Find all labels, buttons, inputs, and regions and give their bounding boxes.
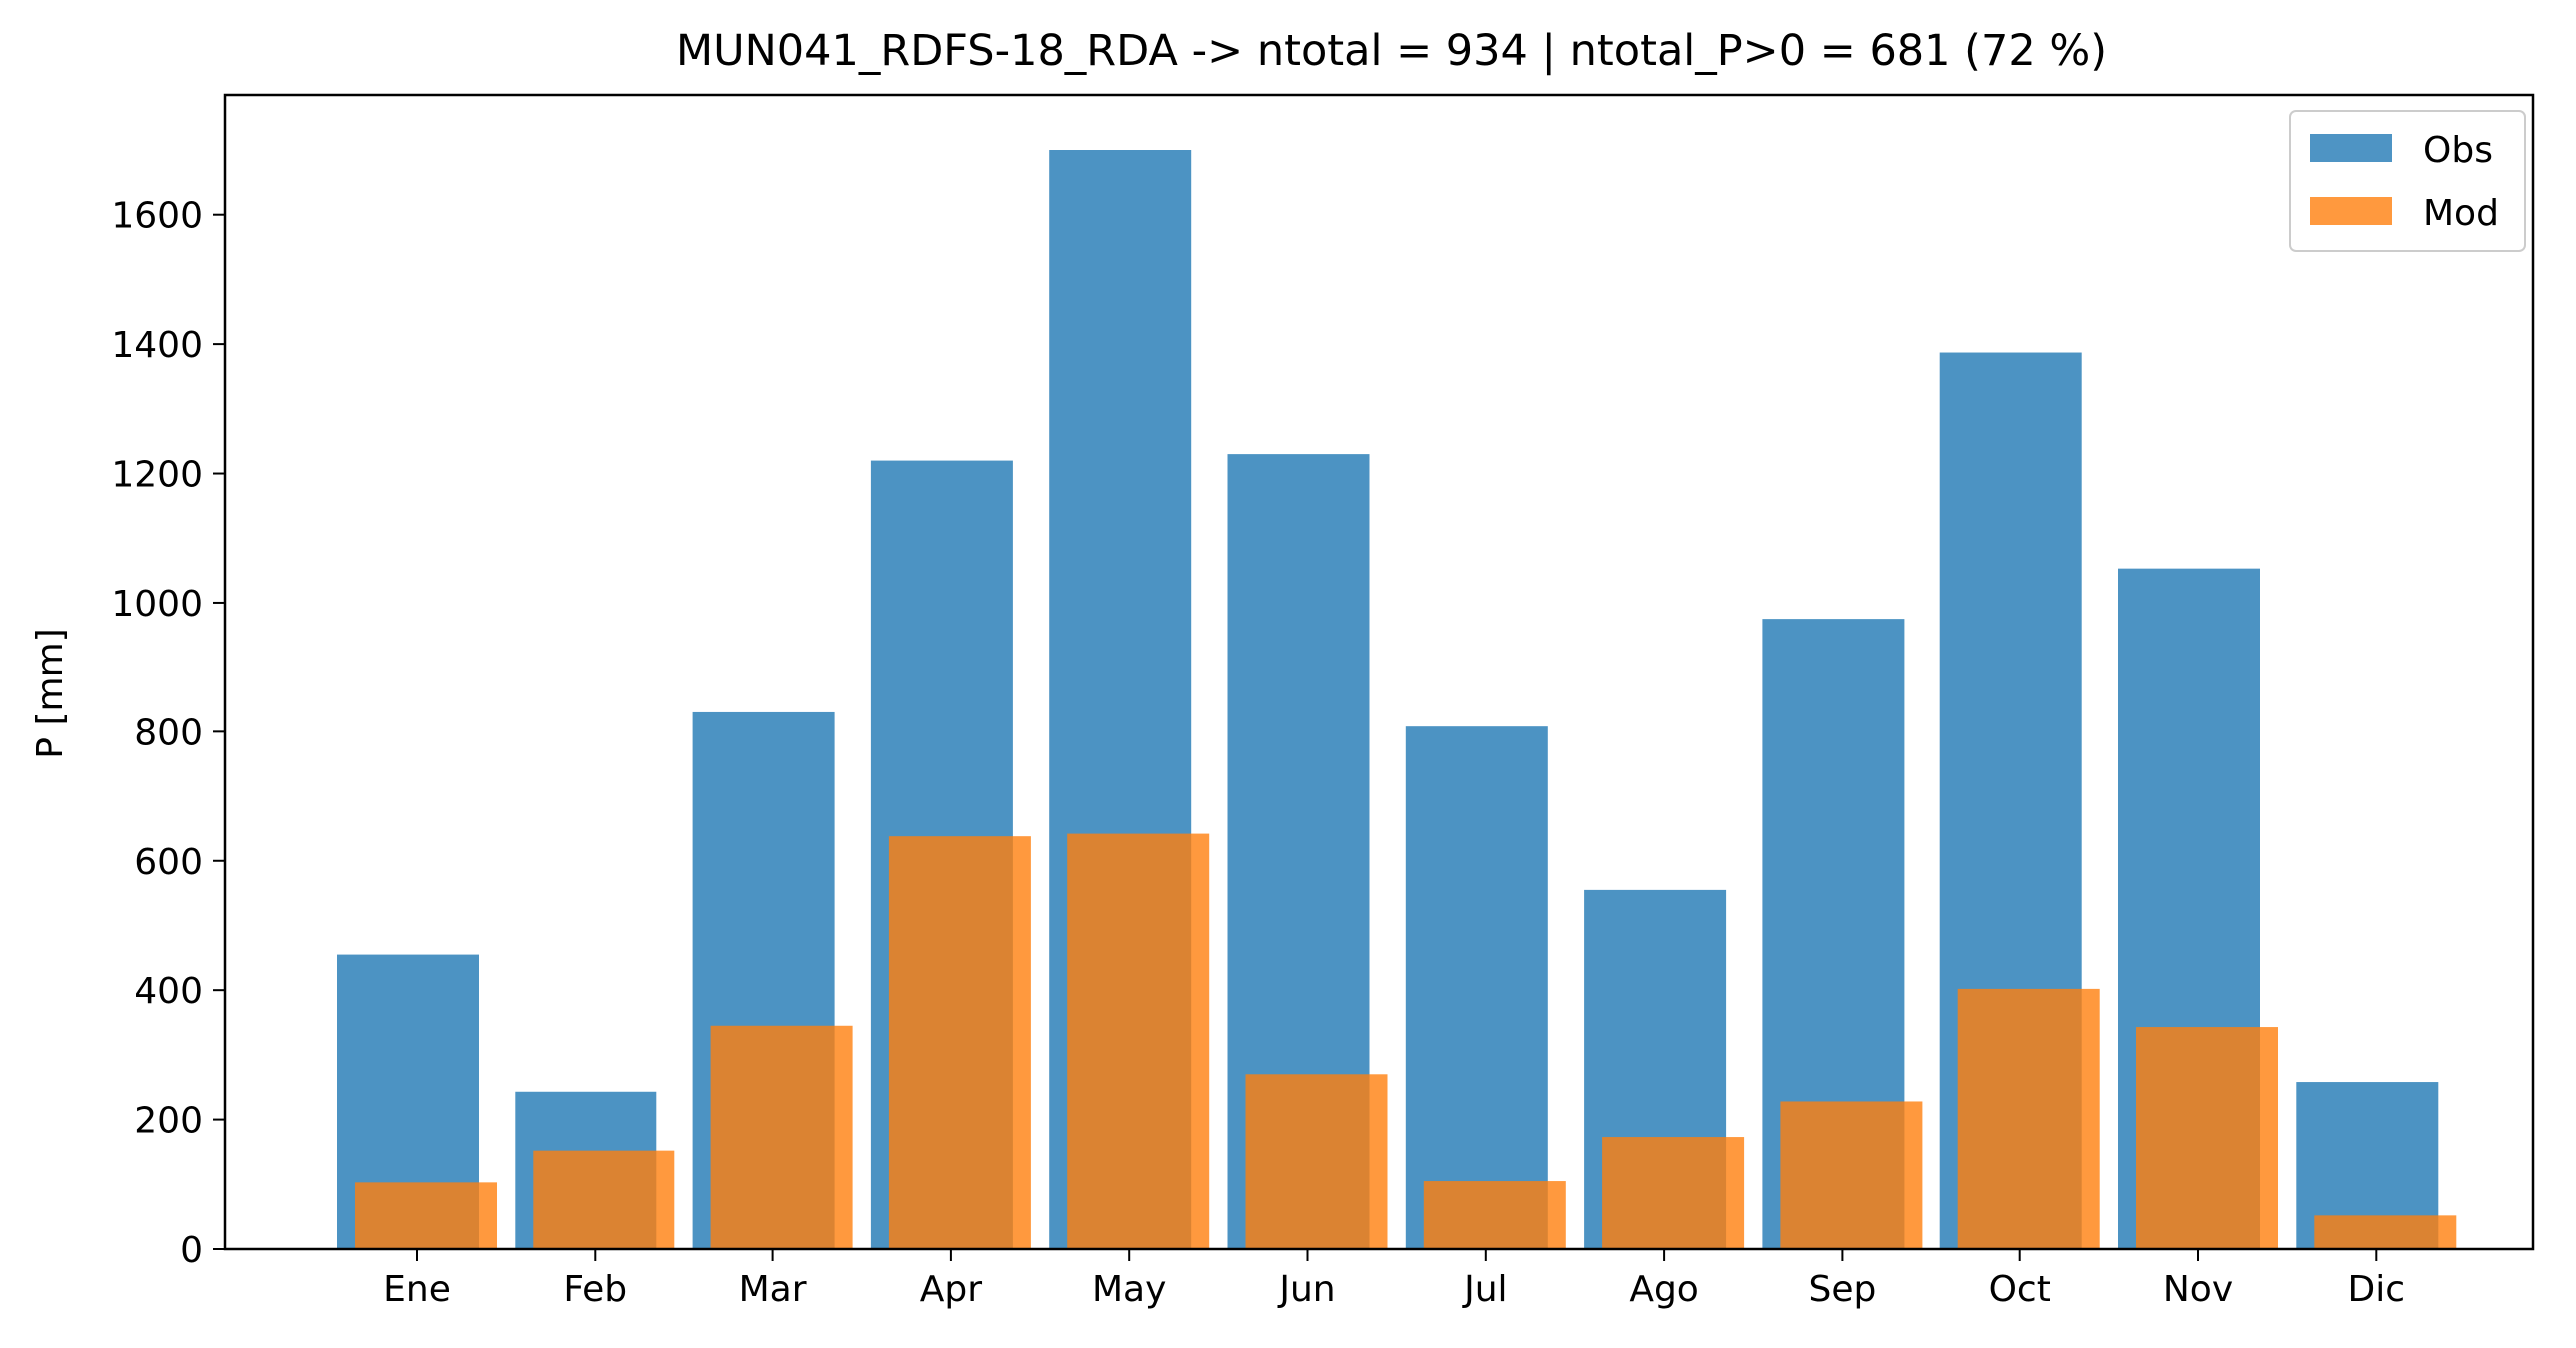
y-tick-label: 800: [134, 712, 203, 753]
y-tick-label: 1200: [111, 455, 203, 496]
x-tick-label: Apr: [920, 1269, 982, 1310]
x-tick-label: Oct: [1989, 1269, 2051, 1310]
plot-frame: [223, 93, 2535, 1251]
x-tick-label: Jul: [1462, 1269, 1507, 1310]
x-axis-ticks: Ene Feb Mar Apr May Jun Jul Ago Sep Oct Nov Dic: [383, 1249, 2405, 1310]
bar-mod-jun: [1245, 1074, 1388, 1249]
x-tick-label: Dic: [2348, 1269, 2406, 1310]
chart-title: MUN041_RDFS-18_RDA -> ntotal = 934 | nto…: [676, 26, 2107, 76]
x-tick-label: Ago: [1629, 1269, 1699, 1310]
x-tick-label: Jun: [1277, 1269, 1335, 1310]
x-tick-label: Nov: [2163, 1269, 2233, 1310]
y-tick-label: 600: [134, 842, 203, 883]
legend-obs-label: Obs: [2423, 130, 2493, 171]
bar-mod-feb: [533, 1150, 675, 1249]
x-tick-label: Feb: [563, 1269, 627, 1310]
legend-obs-swatch: [2310, 134, 2392, 162]
y-tick-label: 400: [134, 971, 203, 1012]
bar-mod-jul: [1423, 1181, 1566, 1249]
x-tick-label: Sep: [1808, 1269, 1876, 1310]
legend-mod-label: Mod: [2423, 193, 2499, 234]
bar-mod-dic: [2314, 1215, 2457, 1249]
x-tick-label: Mar: [739, 1269, 807, 1310]
bar-mod-ago: [1602, 1137, 1745, 1249]
bar-mod-oct: [1957, 988, 2100, 1249]
y-axis-ticks: 0 200 400 600 800 1000 1200 1400 1600: [111, 196, 225, 1271]
y-tick-label: 1600: [111, 196, 203, 237]
bar-mod-nov: [2136, 1027, 2278, 1249]
y-axis-label: P [mm]: [30, 628, 71, 758]
bar-mod-sep: [1780, 1101, 1923, 1249]
bar-mod-apr: [888, 836, 1031, 1249]
y-tick-label: 0: [180, 1230, 203, 1271]
legend: Obs Mod: [2289, 110, 2526, 252]
bar-mod-mar: [710, 1025, 853, 1249]
bar-mod-ene: [355, 1182, 497, 1249]
y-tick-label: 200: [134, 1101, 203, 1142]
y-tick-label: 1000: [111, 584, 203, 625]
legend-mod-swatch: [2310, 197, 2392, 225]
y-tick-label: 1400: [111, 325, 203, 366]
bar-mod-may: [1067, 833, 1210, 1249]
x-tick-label: May: [1092, 1269, 1166, 1310]
x-tick-label: Ene: [383, 1269, 451, 1310]
mod-series: [355, 833, 2457, 1249]
bar-obs-jul: [1405, 726, 1548, 1249]
